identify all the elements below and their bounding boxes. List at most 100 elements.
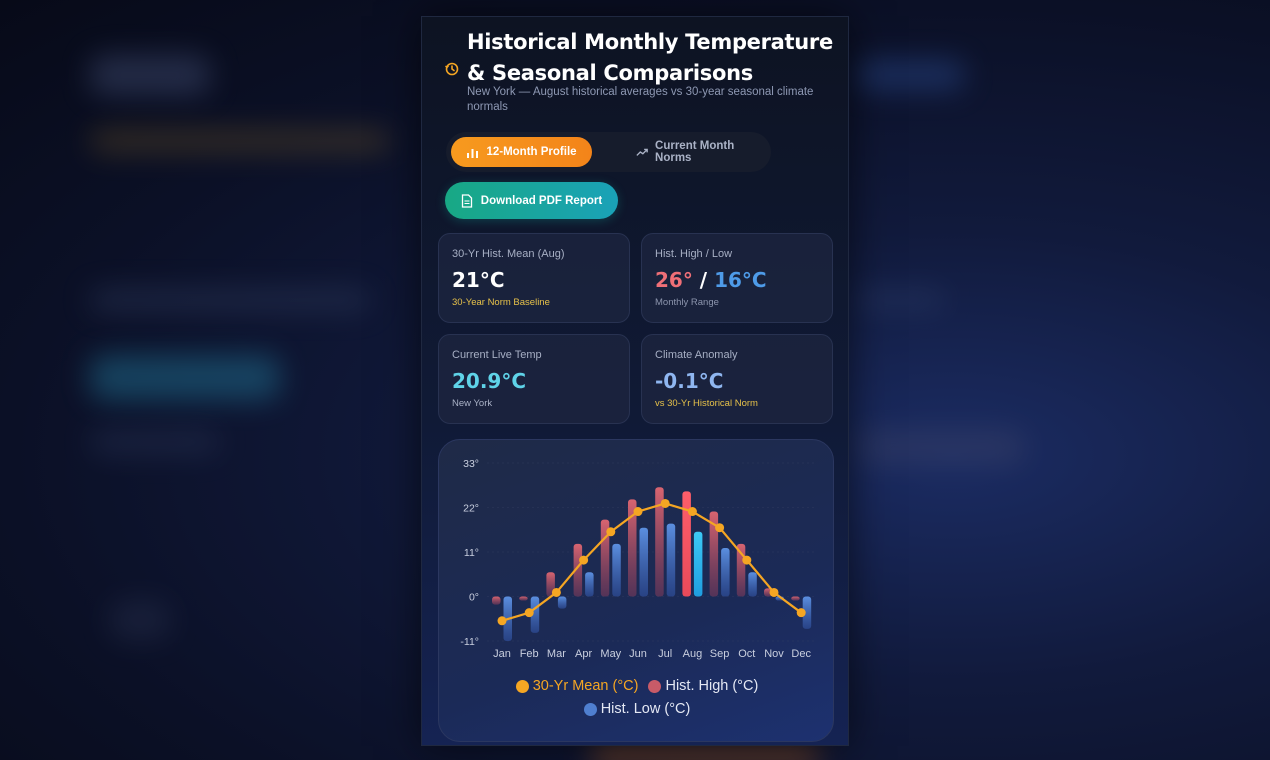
background-blur <box>90 55 210 95</box>
x-tick-label: Oct <box>738 648 755 660</box>
tab-current-month-norms[interactable]: Current Month Norms <box>622 137 771 167</box>
document-icon <box>461 193 472 208</box>
high-bar <box>709 511 719 597</box>
mean-point <box>742 555 752 565</box>
legend-swatch <box>648 679 662 693</box>
high-bar <box>492 596 501 605</box>
stat-note: New York <box>452 398 493 409</box>
x-tick-label: Dec <box>791 648 811 660</box>
low-bar <box>585 572 594 597</box>
stat-note: Monthly Range <box>655 297 719 308</box>
background-blur <box>855 60 965 90</box>
mean-point <box>660 498 670 508</box>
stat-card-live-temp: Current Live Temp 20.9°C New York <box>438 334 630 424</box>
tab-label: Current Month Norms <box>655 140 735 164</box>
low-bar <box>557 596 567 609</box>
background-blur <box>90 355 280 400</box>
x-tick-label: Jun <box>629 648 647 660</box>
legend-label: Hist. High (°C) <box>665 678 759 694</box>
download-pdf-button[interactable]: Download PDF Report <box>445 182 618 219</box>
low-bar <box>639 527 648 597</box>
background-blur <box>110 600 170 640</box>
mean-point <box>579 555 589 565</box>
low-bar <box>666 523 676 597</box>
stat-label: 30-Yr Hist. Mean (Aug) <box>452 248 565 260</box>
background-blur <box>90 290 370 310</box>
x-tick-label: Feb <box>520 648 539 660</box>
stat-card-mean: 30-Yr Hist. Mean (Aug) 21°C 30-Year Norm… <box>438 233 630 323</box>
low-value: 16°C <box>714 268 767 292</box>
mean-line <box>501 502 802 622</box>
background-blur <box>855 290 945 310</box>
stat-value: 26° / 16°C <box>655 268 819 292</box>
high-value: 26° <box>655 268 693 292</box>
high-bar <box>791 596 800 601</box>
x-tick-label: Mar <box>547 648 566 660</box>
stat-value: 20.9°C <box>452 369 527 393</box>
mean-point <box>633 507 643 517</box>
background-blur <box>90 130 390 152</box>
legend-swatch <box>515 679 529 693</box>
stat-label: Climate Anomaly <box>655 349 738 361</box>
low-bar <box>612 543 621 597</box>
mean-point <box>606 527 616 537</box>
x-tick-label: Apr <box>575 648 592 660</box>
low-bar <box>721 547 730 597</box>
low-bar <box>802 596 812 629</box>
stat-label: Hist. High / Low <box>655 248 733 260</box>
chart-legend: 30-Yr Mean (°C) Hist. High (°C) <box>439 678 835 697</box>
mean-point <box>687 507 697 517</box>
y-tick-label: 22° <box>463 503 479 515</box>
legend-item-mean: 30-Yr Mean (°C) <box>515 678 639 694</box>
mean-point <box>796 608 806 618</box>
background-blur <box>90 430 220 454</box>
bar-chart-icon <box>467 148 479 158</box>
download-label: Download PDF Report <box>480 194 603 207</box>
low-bar <box>693 531 703 597</box>
x-tick-label: May <box>600 648 621 660</box>
low-bar <box>748 572 757 597</box>
mean-point <box>497 616 507 626</box>
high-bar <box>655 487 664 597</box>
stat-card-high-low: Hist. High / Low 26° / 16°C Monthly Rang… <box>641 233 833 323</box>
legend-item-low: Hist. Low (°C) <box>583 701 691 717</box>
history-clock-icon <box>445 62 459 76</box>
x-tick-label: Jul <box>658 648 672 660</box>
chart-legend-row-2: Hist. Low (°C) <box>439 701 835 720</box>
y-tick-label: 33° <box>463 458 479 470</box>
legend-label: Hist. Low (°C) <box>600 701 691 717</box>
high-bar <box>519 596 528 601</box>
y-tick-label: -11° <box>460 636 479 648</box>
mean-point <box>524 608 534 618</box>
x-tick-label: Sep <box>710 648 730 660</box>
stat-note: vs 30-Yr Historical Norm <box>655 398 758 409</box>
temperature-chart-card: 33° 22° 11° 0° -11° Jan Feb Mar Apr May Jun Jul Aug S… <box>438 439 834 742</box>
high-bar <box>682 491 691 597</box>
high-bar <box>628 499 637 597</box>
page-subtitle: New York — August historical averages vs… <box>467 86 814 113</box>
background-blur <box>855 430 1025 464</box>
trend-up-icon <box>636 148 648 156</box>
mean-point <box>715 523 725 533</box>
x-tick-label: Nov <box>764 648 784 660</box>
background-blur <box>590 745 820 760</box>
mean-point <box>769 587 779 597</box>
stat-value: -0.1°C <box>655 369 724 393</box>
stat-card-anomaly: Climate Anomaly -0.1°C vs 30-Yr Historic… <box>641 334 833 424</box>
tab-12-month-profile[interactable]: 12-Month Profile <box>451 137 592 167</box>
stat-label: Current Live Temp <box>452 349 542 361</box>
stat-value: 21°C <box>452 268 505 292</box>
stat-note: 30-Year Norm Baseline <box>452 297 550 308</box>
temperature-chart: 33° 22° 11° 0° -11° Jan Feb Mar Apr May Jun Jul Aug S… <box>460 458 815 660</box>
legend-swatch <box>583 702 597 716</box>
page-title: Historical Monthly Temperature & Seasona… <box>467 30 833 85</box>
tab-label: 12-Month Profile <box>486 146 577 158</box>
temperature-panel: Historical Monthly Temperature & Seasona… <box>421 16 849 746</box>
mean-point <box>551 587 561 597</box>
y-tick-label: 0° <box>469 592 479 604</box>
high-bar <box>573 543 583 597</box>
x-tick-label: Aug <box>683 648 703 660</box>
x-tick-label: Jan <box>493 648 511 660</box>
legend-label: 30-Yr Mean (°C) <box>532 678 639 694</box>
y-tick-label: 11° <box>464 547 479 559</box>
